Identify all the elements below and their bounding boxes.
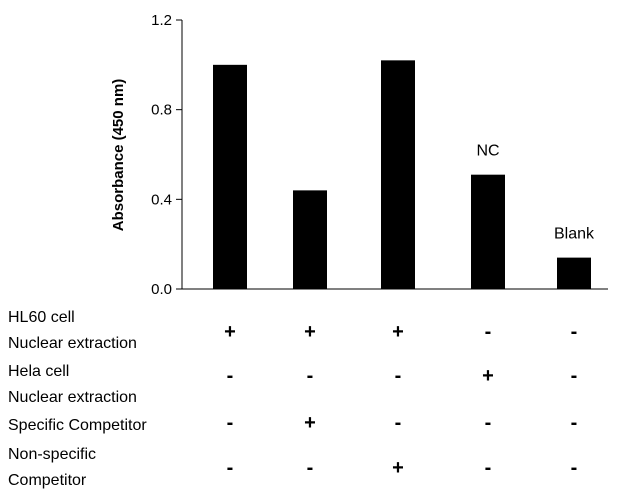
bar-1 [213, 64, 247, 289]
condition-label: Nuclear extraction [8, 335, 137, 352]
y-tick-label: 1.2 [151, 12, 172, 29]
bar-2 [293, 190, 327, 289]
condition-sign: - [570, 412, 578, 434]
condition-sign: - [570, 457, 578, 479]
y-tick-label: 0.8 [151, 102, 172, 119]
y-tick-label: 0.0 [151, 281, 172, 298]
bar-4 [471, 174, 505, 289]
condition-sign: - [226, 412, 234, 434]
condition-sign: - [570, 321, 578, 343]
condition-sign: + [482, 365, 494, 387]
condition-sign: + [304, 321, 316, 343]
condition-sign: + [304, 412, 316, 434]
y-axis-title: Absorbance (450 nm) [110, 79, 127, 232]
condition-sign: - [484, 457, 492, 479]
condition-sign: - [306, 365, 314, 387]
condition-sign: - [226, 365, 234, 387]
bar-5 [557, 257, 591, 289]
bar-3 [381, 60, 415, 289]
condition-label: Non-specific [8, 446, 97, 463]
condition-label: Competitor [8, 472, 87, 489]
condition-sign: - [306, 457, 314, 479]
condition-label: Hela cell [8, 363, 70, 380]
condition-label: Nuclear extraction [8, 389, 137, 406]
condition-sign: - [394, 365, 402, 387]
condition-sign: - [226, 457, 234, 479]
condition-sign: - [484, 412, 492, 434]
condition-sign: + [224, 321, 236, 343]
condition-sign: - [570, 365, 578, 387]
condition-sign: + [392, 457, 404, 479]
condition-label: Specific Competitor [8, 417, 147, 434]
condition-sign: + [392, 321, 404, 343]
condition-label: HL60 cell [8, 309, 75, 326]
condition-sign: - [394, 412, 402, 434]
y-tick-label: 0.4 [151, 191, 172, 208]
condition-sign: - [484, 321, 492, 343]
bar-annotation: Blank [554, 226, 595, 243]
bar-annotation: NC [476, 143, 499, 160]
